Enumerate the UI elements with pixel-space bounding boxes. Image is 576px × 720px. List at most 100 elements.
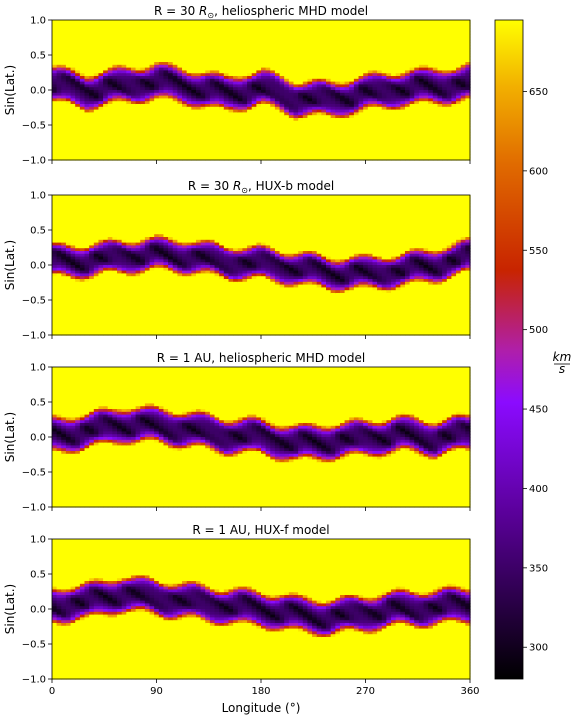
heatmap-cell xyxy=(52,132,58,136)
heatmap-cell xyxy=(233,95,239,99)
heatmap-cell xyxy=(233,87,239,91)
heatmap-cell xyxy=(70,120,76,125)
heatmap-cell xyxy=(84,157,90,161)
heatmap-cell xyxy=(121,137,127,141)
heatmap-cell xyxy=(56,25,62,29)
heatmap-cell xyxy=(214,64,220,69)
heatmap-cell xyxy=(172,34,178,38)
heatmap-cell xyxy=(70,67,76,71)
heatmap-cell xyxy=(84,132,90,136)
heatmap-cell xyxy=(103,25,109,29)
heatmap-cell xyxy=(61,67,67,71)
heatmap-cell xyxy=(228,148,234,153)
heatmap-cell xyxy=(112,78,118,83)
heatmap-cell xyxy=(93,70,100,74)
heatmap-cell xyxy=(140,56,146,60)
heatmap-cell xyxy=(177,134,183,139)
heatmap-cell xyxy=(168,22,174,27)
heatmap-cell xyxy=(158,154,165,158)
heatmap-cell xyxy=(65,56,72,60)
heatmap-cell xyxy=(182,53,188,57)
heatmap-cell xyxy=(84,115,90,119)
heatmap-cell xyxy=(135,87,141,91)
heatmap-cell xyxy=(56,20,62,24)
heatmap-cell xyxy=(200,151,206,155)
heatmap-cell xyxy=(223,45,230,49)
heatmap-cell xyxy=(168,140,174,144)
heatmap-cell xyxy=(98,73,104,77)
heatmap-cell xyxy=(79,157,86,161)
heatmap-cell xyxy=(117,140,123,144)
heatmap-cell xyxy=(172,87,178,91)
heatmap-cell xyxy=(195,84,202,88)
heatmap-cell xyxy=(233,104,239,108)
heatmap-cell xyxy=(214,20,220,24)
heatmap-cell xyxy=(89,25,95,29)
heatmap-cell xyxy=(79,31,86,35)
heatmap-cell xyxy=(214,81,220,85)
heatmap-cell xyxy=(186,76,192,80)
heatmap-cell xyxy=(149,134,155,139)
heatmap-cell xyxy=(168,109,174,113)
heatmap-cell xyxy=(223,70,230,74)
heatmap-cell xyxy=(172,123,178,127)
heatmap-cell xyxy=(75,154,81,158)
heatmap-cell xyxy=(93,115,100,119)
heatmap-cell xyxy=(219,134,225,139)
heatmap-cell xyxy=(61,36,67,41)
heatmap-cell xyxy=(79,73,86,77)
heatmap-cell xyxy=(237,78,244,83)
heatmap-cell xyxy=(135,39,141,43)
heatmap-cell xyxy=(98,106,104,111)
heatmap-cell xyxy=(186,123,192,127)
heatmap-cell xyxy=(191,87,197,91)
heatmap-cell xyxy=(219,98,225,102)
heatmap-cell xyxy=(177,87,183,91)
heatmap-cell xyxy=(200,157,206,161)
heatmap-cell xyxy=(98,39,104,43)
heatmap-cell xyxy=(52,140,58,144)
heatmap-cell xyxy=(130,92,137,97)
heatmap-cell xyxy=(89,132,95,136)
heatmap-cell xyxy=(158,76,165,80)
heatmap-cell xyxy=(135,28,141,32)
heatmap-cell xyxy=(154,78,160,83)
heatmap-cell xyxy=(168,48,174,52)
heatmap-cell xyxy=(93,67,100,71)
heatmap-cell xyxy=(103,36,109,41)
heatmap-cell xyxy=(168,154,174,158)
heatmap-cell xyxy=(52,95,58,99)
heatmap-cell xyxy=(70,45,76,49)
heatmap-cell xyxy=(182,101,188,105)
heatmap-cell xyxy=(112,62,118,66)
heatmap-cell xyxy=(75,59,81,63)
heatmap-cell xyxy=(140,115,146,119)
heatmap-cell xyxy=(126,140,132,144)
heatmap-cell xyxy=(103,129,109,133)
heatmap-cell xyxy=(182,104,188,108)
heatmap-cell xyxy=(130,137,137,141)
heatmap-cell xyxy=(149,39,155,43)
heatmap-cell xyxy=(75,67,81,71)
heatmap-cell xyxy=(61,123,67,127)
heatmap-cell xyxy=(79,98,86,102)
heatmap-cell xyxy=(214,137,220,141)
heatmap-cell xyxy=(75,92,81,97)
heatmap-cell xyxy=(61,140,67,144)
heatmap-cell xyxy=(195,45,202,49)
heatmap-cell xyxy=(135,137,141,141)
heatmap-cell xyxy=(154,143,160,147)
heatmap-cell xyxy=(191,132,197,136)
heatmap-cell xyxy=(84,56,90,60)
heatmap-cell xyxy=(121,64,127,69)
heatmap-cell xyxy=(107,48,113,52)
heatmap-cell xyxy=(65,154,72,158)
heatmap-cell xyxy=(209,98,216,102)
heatmap-cell xyxy=(56,101,62,105)
heatmap-cell xyxy=(117,31,123,35)
heatmap-cell xyxy=(154,120,160,125)
heatmap-cell xyxy=(56,143,62,147)
heatmap-cell xyxy=(158,98,165,102)
heatmap-cell xyxy=(140,87,146,91)
heatmap-cell xyxy=(163,59,169,63)
